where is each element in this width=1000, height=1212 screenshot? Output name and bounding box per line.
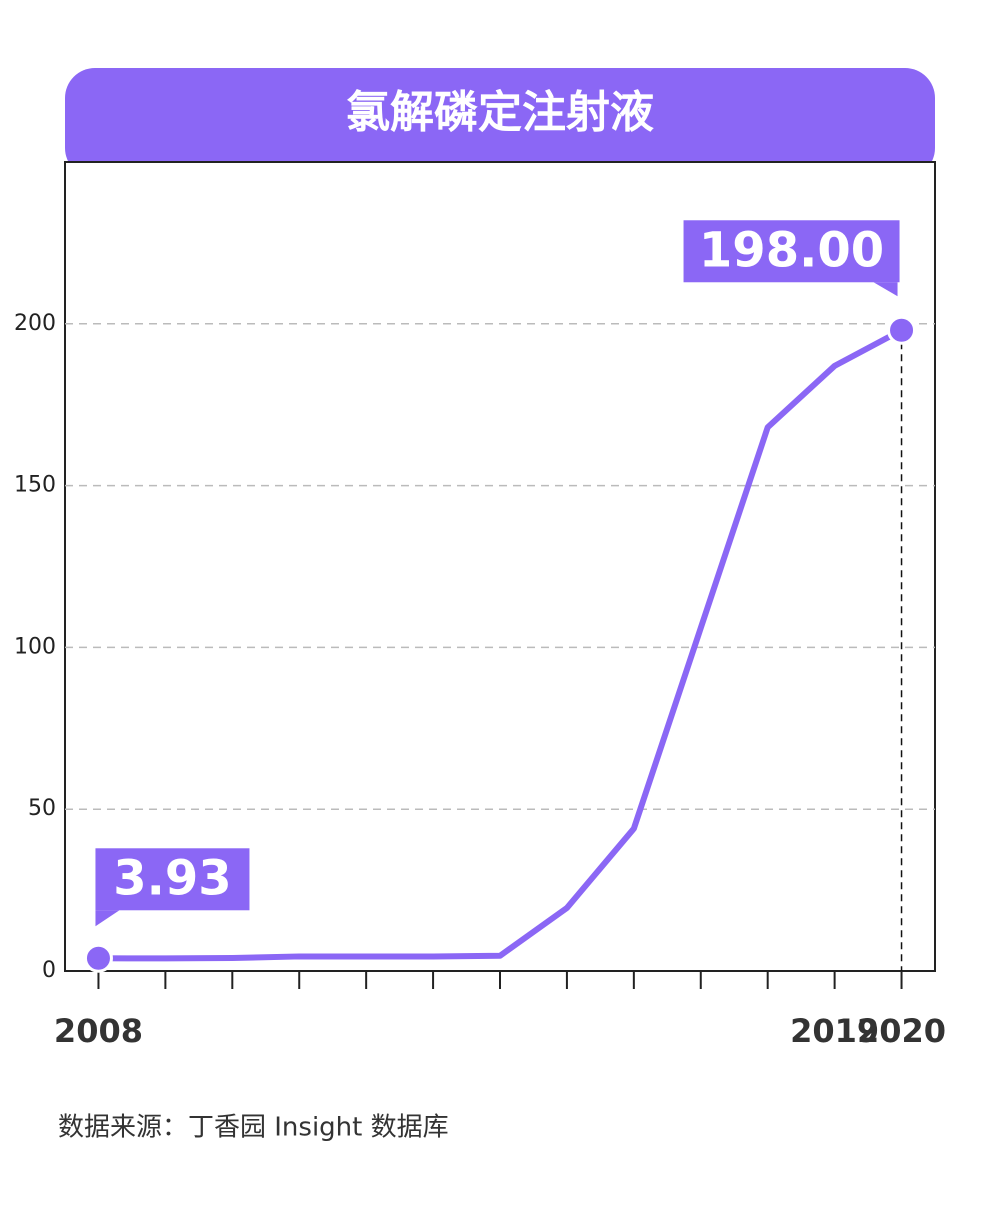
chart-title: 氯解磷定注射液 (346, 87, 654, 138)
y-tick-label: 50 (28, 796, 56, 821)
data-line (98, 327, 903, 962)
callout-box (95, 848, 250, 911)
title-banner (65, 68, 935, 178)
callout-pointer (873, 282, 898, 297)
source-note: 数据来源：丁香园 Insight 数据库 (58, 1113, 449, 1143)
y-tick-label: 150 (14, 473, 56, 498)
callout-box (683, 220, 900, 283)
x-tick-label: 2020 (857, 1012, 946, 1050)
value-label: 198.00 (699, 222, 884, 278)
data-point (83, 943, 113, 973)
callout-pointer (95, 910, 120, 927)
y-tick-label: 200 (14, 311, 56, 336)
value-label: 3.93 (113, 850, 231, 906)
x-tick-label: 2019 (790, 1012, 879, 1050)
y-tick-label: 100 (14, 634, 56, 659)
plot-frame (64, 161, 936, 972)
x-tick-label: 2008 (54, 1012, 143, 1050)
y-tick-label: 0 (42, 958, 56, 983)
data-point (887, 315, 917, 345)
